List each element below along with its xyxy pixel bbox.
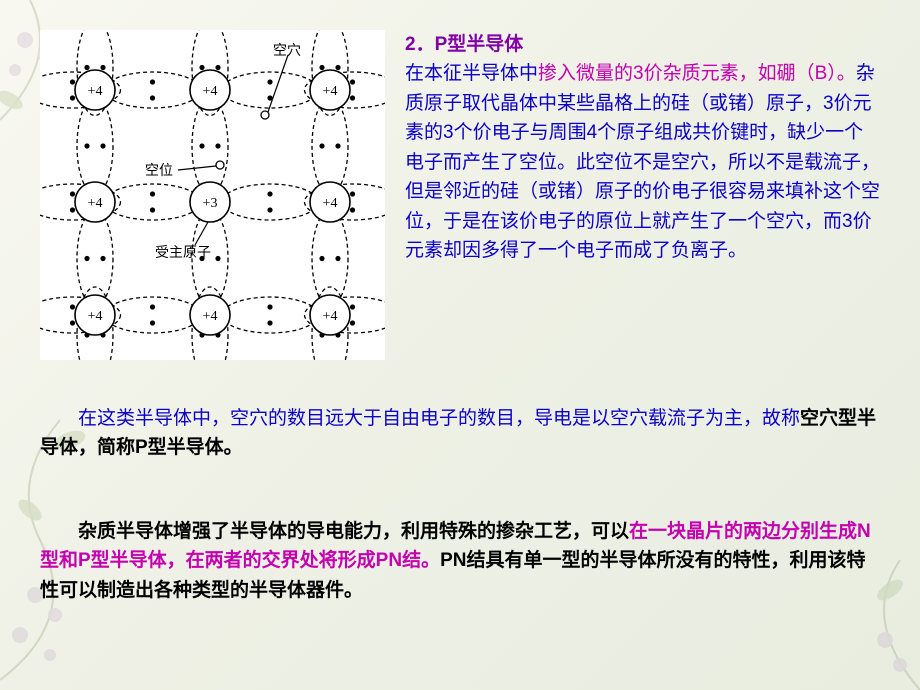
p1-c: 杂质原子取代晶体中某些晶格上的硅（或锗）原子，3价元素的3个价电子与周围4个原子… (405, 63, 880, 261)
label-vacancy: 空位 (145, 160, 173, 180)
p3-a: 杂质半导体增强了半导体的导电能力，利用特殊的掺杂工艺，可以 (78, 521, 629, 542)
svg-text:+4: +4 (203, 309, 218, 324)
top-row: +4 +4 +4 +4 +3 +4 +4 +4 +4 空穴 空位 受主原子 2．P型半导体 在本… (40, 30, 880, 360)
p1-a: 在本征半导体中 (405, 63, 538, 84)
svg-text:+4: +4 (203, 84, 218, 99)
svg-text:+4: +4 (323, 196, 338, 211)
slide-content: +4 +4 +4 +4 +3 +4 +4 +4 +4 空穴 空位 受主原子 2．P型半导体 在本… (0, 0, 920, 625)
bottom-paragraph: 杂质半导体增强了半导体的导电能力，利用特殊的掺杂工艺，可以在一块晶片的两边分别生… (40, 517, 880, 605)
main-paragraph: 2．P型半导体 在本征半导体中掺入微量的3价杂质元素，如硼（B）。杂质原子取代晶… (405, 30, 880, 266)
mid-paragraph: 在这类半导体中，空穴的数目远大于自由电子的数目，导电是以空穴载流子为主，故称空穴… (40, 404, 880, 463)
svg-text:+3: +3 (203, 196, 218, 211)
svg-text:+4: +4 (323, 84, 338, 99)
label-acceptor: 受主原子 (155, 242, 211, 262)
svg-text:+4: +4 (88, 196, 103, 211)
svg-text:+4: +4 (88, 309, 103, 324)
section-title: 2．P型半导体 (405, 34, 523, 55)
lattice-diagram: +4 +4 +4 +4 +3 +4 +4 +4 +4 空穴 空位 受主原子 (40, 30, 385, 360)
p2-a: 在这类半导体中，空穴的数目远大于自由电子的数目，导电是以空穴载流子为主，故称 (78, 408, 800, 429)
p1-b: 掺入微量的3价杂质元素，如硼（B）。 (538, 63, 856, 84)
label-hole: 空穴 (273, 40, 301, 60)
svg-text:+4: +4 (88, 84, 103, 99)
svg-text:+4: +4 (323, 309, 338, 324)
